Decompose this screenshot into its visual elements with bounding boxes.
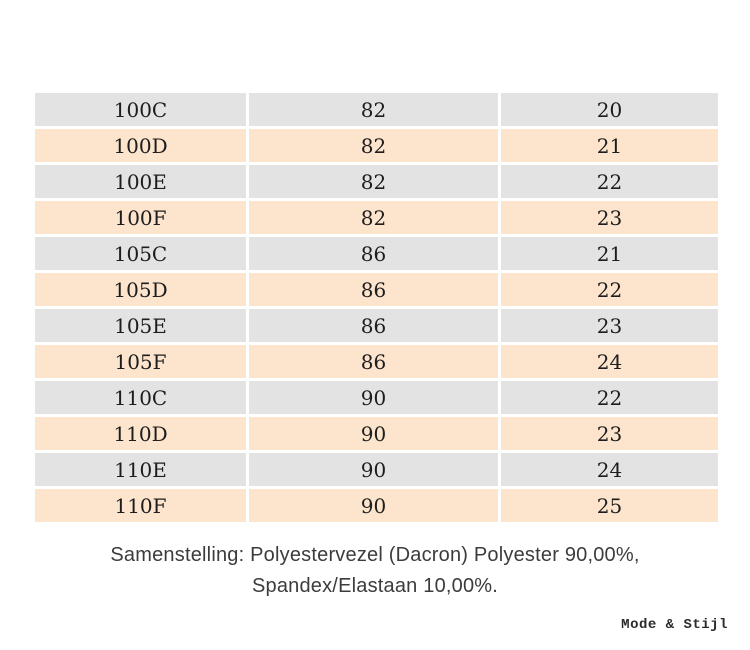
composition-text: Samenstelling: Polyestervezel (Dacron) P…	[0, 540, 750, 602]
table-cell-measure: 90	[249, 417, 498, 450]
table-cell-depth: 22	[501, 273, 718, 306]
table-cell-measure: 82	[249, 129, 498, 162]
table-cell-measure: 90	[249, 489, 498, 522]
table-cell-depth: 23	[501, 309, 718, 342]
table-row: 110E 90 24	[35, 453, 718, 486]
table-cell-measure: 86	[249, 309, 498, 342]
table-cell-measure: 86	[249, 345, 498, 378]
table-cell-size: 100F	[35, 201, 246, 234]
table-cell-depth: 25	[501, 489, 718, 522]
table-row: 110C 90 22	[35, 381, 718, 414]
table-cell-size: 100C	[35, 93, 246, 126]
composition-line-2: Spandex/Elastaan 10,00%.	[251, 575, 499, 597]
table-row: 100C 82 20	[35, 93, 718, 126]
table-cell-measure: 86	[249, 237, 498, 270]
table-row: 105D 86 22	[35, 273, 718, 306]
table-cell-size: 105D	[35, 273, 246, 306]
table-cell-measure: 90	[249, 381, 498, 414]
table-row: 110D 90 23	[35, 417, 718, 450]
table-cell-measure: 82	[249, 165, 498, 198]
table-cell-depth: 22	[501, 165, 718, 198]
table-cell-size: 105C	[35, 237, 246, 270]
table-cell-size: 110F	[35, 489, 246, 522]
table-cell-size: 110E	[35, 453, 246, 486]
table-row: 100F 82 23	[35, 201, 718, 234]
table-row: 100E 82 22	[35, 165, 718, 198]
table-cell-depth: 23	[501, 417, 718, 450]
size-table: 100C 82 20 100D 82 21 100E 82 22 100F 82…	[35, 93, 718, 525]
table-cell-size: 105E	[35, 309, 246, 342]
table-cell-size: 110D	[35, 417, 246, 450]
table-row: 105C 86 21	[35, 237, 718, 270]
table-row: 105E 86 23	[35, 309, 718, 342]
table-cell-size: 100D	[35, 129, 246, 162]
table-cell-depth: 20	[501, 93, 718, 126]
table-cell-size: 105F	[35, 345, 246, 378]
table-row: 100D 82 21	[35, 129, 718, 162]
table-cell-depth: 24	[501, 453, 718, 486]
table-cell-measure: 90	[249, 453, 498, 486]
table-cell-size: 110C	[35, 381, 246, 414]
table-cell-measure: 86	[249, 273, 498, 306]
table-cell-depth: 21	[501, 129, 718, 162]
watermark: Mode & Stijl	[621, 617, 728, 633]
table-cell-measure: 82	[249, 201, 498, 234]
table-row: 105F 86 24	[35, 345, 718, 378]
table-cell-size: 100E	[35, 165, 246, 198]
table-cell-measure: 82	[249, 93, 498, 126]
table-cell-depth: 24	[501, 345, 718, 378]
table-cell-depth: 22	[501, 381, 718, 414]
table-cell-depth: 23	[501, 201, 718, 234]
table-row: 110F 90 25	[35, 489, 718, 522]
table-cell-depth: 21	[501, 237, 718, 270]
composition-line-1: Samenstelling: Polyestervezel (Dacron) P…	[110, 544, 640, 566]
